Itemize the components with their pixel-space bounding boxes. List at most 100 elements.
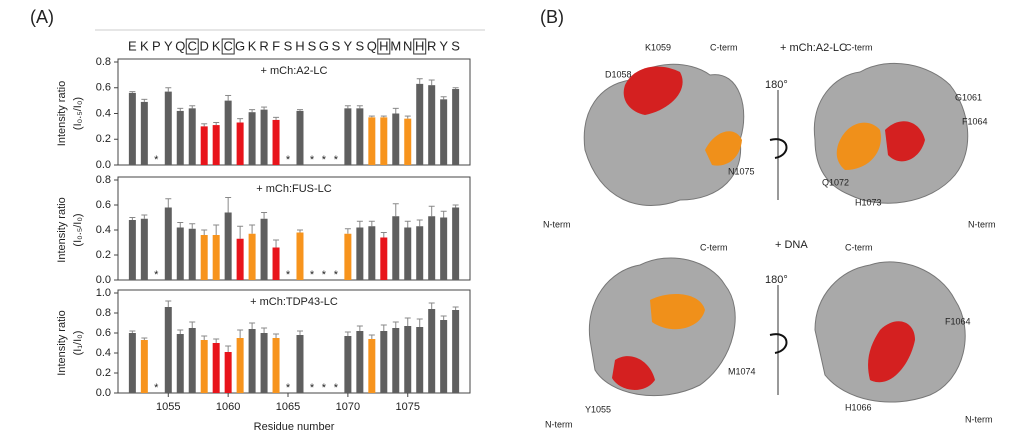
sequence-letter: K — [212, 38, 221, 53]
y-tick-label: 0.0 — [96, 159, 111, 171]
panel-b: (B) + mCh:A2-LC 180° C-term N-term K1059… — [540, 7, 996, 430]
y-tick-label: 0.8 — [96, 174, 111, 186]
bar — [200, 340, 208, 393]
sequence-letter: Q — [367, 38, 377, 53]
bar — [344, 336, 352, 393]
bar — [356, 108, 364, 165]
terminus-label: N-term — [965, 414, 993, 424]
surface-patch — [623, 66, 683, 115]
sequence-letter: C — [223, 38, 232, 53]
bar — [200, 235, 208, 280]
bar — [272, 247, 280, 280]
sequence-box — [221, 38, 235, 55]
sequence-letter: Y — [439, 38, 448, 53]
plot-frame — [117, 176, 471, 281]
y-axis-label: (I₀.₅/I₀) — [72, 213, 84, 246]
bar — [452, 310, 460, 393]
missing-marker: * — [334, 154, 339, 166]
missing-marker: * — [154, 382, 159, 394]
sequence-letter: S — [284, 38, 293, 53]
bar — [392, 328, 400, 393]
x-axis-label: Residue number — [254, 421, 335, 433]
y-tick-label: 0.8 — [96, 56, 111, 68]
bar — [404, 118, 412, 165]
bar — [296, 335, 304, 393]
chart-title: + mCh:TDP43-LC — [250, 296, 338, 308]
bar — [416, 83, 424, 165]
y-axis-label: (I₀.₅/I₀) — [72, 97, 84, 130]
sequence-letter: D — [200, 38, 209, 53]
y-tick-label: 0.4 — [96, 224, 111, 236]
bar — [344, 108, 352, 165]
sequence-box — [413, 38, 427, 55]
surface-patch — [612, 356, 655, 390]
bar — [260, 218, 268, 280]
sequence-letter: G — [319, 38, 329, 53]
residue-label: G1061 — [955, 92, 982, 102]
residue-label: Y1055 — [585, 404, 611, 414]
bar — [356, 331, 364, 393]
residue-label: H1066 — [845, 402, 872, 412]
y-tick-label: 0.4 — [96, 107, 111, 119]
residue-label: M1074 — [728, 366, 756, 376]
bar — [404, 227, 412, 280]
bar — [260, 333, 268, 393]
sequence-letter: K — [140, 38, 149, 53]
missing-marker: * — [334, 269, 339, 281]
bar — [236, 122, 244, 165]
missing-marker: * — [310, 382, 315, 394]
bar — [164, 91, 172, 165]
bar — [140, 218, 148, 280]
terminus-label: N-term — [545, 419, 573, 429]
bar — [188, 108, 196, 165]
bar — [416, 226, 424, 280]
chart-title: + mCh:FUS-LC — [256, 183, 332, 195]
sequence-letter: S — [308, 38, 317, 53]
residue-label: H1073 — [855, 197, 882, 207]
bar — [200, 126, 208, 165]
bar — [164, 307, 172, 393]
missing-marker: * — [310, 154, 315, 166]
rotation-arrow — [769, 138, 788, 159]
sequence-letter: S — [451, 38, 460, 53]
bar — [188, 228, 196, 280]
condition-label: + mCh:A2-LC — [780, 42, 847, 54]
residue-label: F1064 — [962, 116, 988, 126]
bar — [440, 99, 448, 165]
bar — [212, 235, 220, 280]
rotation-label: 180° — [765, 274, 788, 286]
y-tick-label: 0.6 — [96, 327, 111, 339]
bar — [428, 85, 436, 165]
bar — [440, 217, 448, 280]
bar — [344, 233, 352, 280]
bar — [212, 125, 220, 165]
terminus-label: C-term — [845, 242, 873, 252]
bar — [236, 338, 244, 393]
bar — [272, 119, 280, 165]
bar — [428, 216, 436, 280]
missing-marker: * — [322, 154, 327, 166]
y-tick-label: 0.8 — [96, 307, 111, 319]
sequence-letter: Y — [164, 38, 173, 53]
residue-label: F1064 — [945, 316, 971, 326]
bar — [176, 334, 184, 393]
missing-marker: * — [154, 154, 159, 166]
bar — [140, 101, 148, 165]
y-tick-label: 0.0 — [96, 274, 111, 286]
x-tick-label: 1075 — [395, 401, 419, 413]
bar — [248, 329, 256, 393]
surface-patch — [836, 122, 881, 170]
y-tick-label: 0.2 — [96, 133, 111, 145]
residue-label: Q1072 — [822, 177, 849, 187]
bar — [404, 326, 412, 393]
y-tick-label: 0.4 — [96, 347, 111, 359]
bar — [416, 327, 424, 393]
bar — [368, 226, 376, 280]
missing-marker: * — [310, 269, 315, 281]
surface-patch — [885, 121, 925, 162]
bar — [188, 328, 196, 393]
sequence-letter: H — [379, 38, 388, 53]
sequence-letter: E — [128, 38, 137, 53]
bar — [164, 207, 172, 280]
bar — [428, 309, 436, 393]
